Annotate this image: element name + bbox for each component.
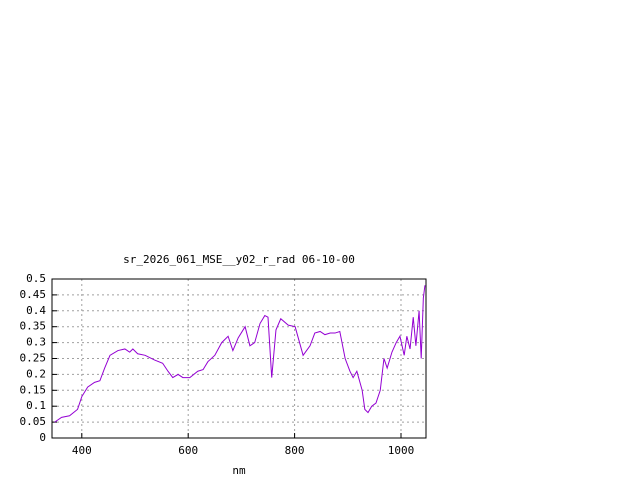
x-tick-label: 800 bbox=[285, 444, 305, 457]
x-tick-label: 1000 bbox=[388, 444, 415, 457]
y-tick-label: 0.35 bbox=[20, 320, 47, 333]
y-tick-label: 0 bbox=[39, 431, 46, 444]
y-tick-label: 0.4 bbox=[26, 304, 46, 317]
y-tick-label: 0.3 bbox=[26, 336, 46, 349]
x-axis-label: nm bbox=[232, 464, 246, 477]
x-tick-label: 400 bbox=[72, 444, 92, 457]
y-tick-label: 0.45 bbox=[20, 288, 47, 301]
y-tick-label: 0.15 bbox=[20, 383, 47, 396]
y-tick-label: 0.05 bbox=[20, 415, 47, 428]
y-tick-label: 0.1 bbox=[26, 399, 46, 412]
data-line bbox=[54, 285, 426, 423]
plot-frame bbox=[51, 278, 427, 439]
y-tick-label: 0.2 bbox=[26, 367, 46, 380]
x-tick-label: 600 bbox=[178, 444, 198, 457]
chart-title: sr_2026_061_MSE__y02_r_rad 06-10-00 bbox=[123, 253, 355, 266]
y-tick-label: 0.5 bbox=[26, 272, 46, 285]
y-tick-label: 0.25 bbox=[20, 352, 47, 365]
